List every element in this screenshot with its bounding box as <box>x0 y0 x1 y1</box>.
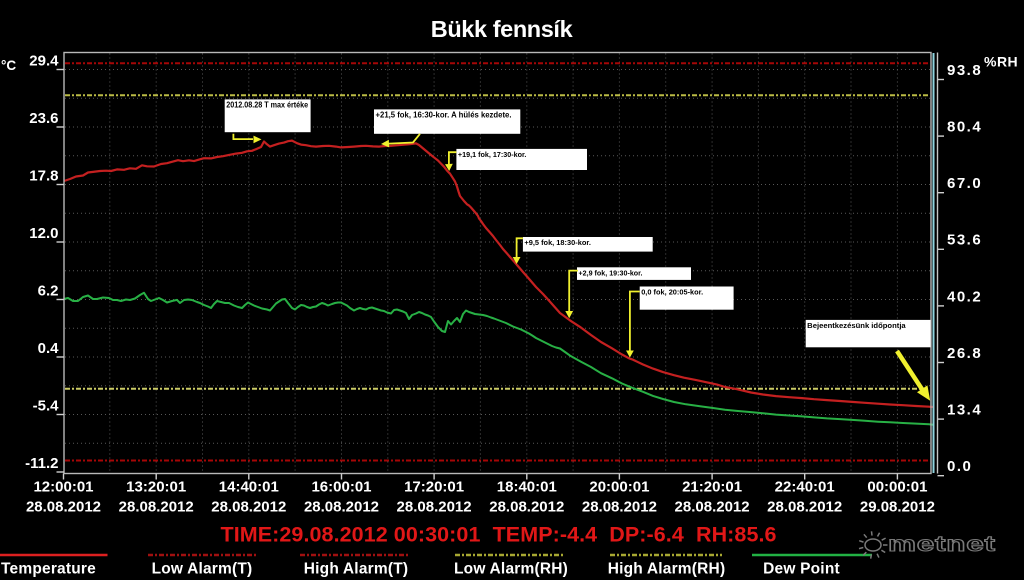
svg-text:Low Alarm(T): Low Alarm(T) <box>152 561 253 578</box>
svg-text:53.6: 53.6 <box>947 232 982 249</box>
svg-text:93.8: 93.8 <box>947 62 982 79</box>
svg-text:28.08.2012: 28.08.2012 <box>119 499 194 516</box>
svg-text:28.08.2012: 28.08.2012 <box>26 499 101 516</box>
svg-text:28.08.2012: 28.08.2012 <box>767 499 842 516</box>
svg-text:High Alarm(T): High Alarm(T) <box>304 561 409 578</box>
svg-text:+9,5 fok, 18:30-kor.: +9,5 fok, 18:30-kor. <box>524 238 591 247</box>
svg-text:-5.4: -5.4 <box>33 398 60 415</box>
svg-text:0,0 fok, 20:05-kor.: 0,0 fok, 20:05-kor. <box>641 288 703 297</box>
svg-text:18:40:01: 18:40:01 <box>497 479 557 496</box>
svg-text:21:20:01: 21:20:01 <box>682 479 742 496</box>
svg-text:0.4: 0.4 <box>38 340 60 357</box>
svg-text:22:40:01: 22:40:01 <box>775 479 835 496</box>
svg-text:80.4: 80.4 <box>947 119 982 136</box>
svg-text:0.0: 0.0 <box>947 458 972 475</box>
svg-text:%RH: %RH <box>984 54 1018 70</box>
svg-text:6.2: 6.2 <box>38 283 59 300</box>
svg-text:-11.2: -11.2 <box>25 455 58 472</box>
svg-text:Bejeentkezésünk időpontja: Bejeentkezésünk időpontja <box>807 321 906 330</box>
svg-text:23.6: 23.6 <box>29 110 58 127</box>
svg-text:13:20:01: 13:20:01 <box>126 479 186 496</box>
svg-text:High Alarm(RH): High Alarm(RH) <box>608 561 726 578</box>
svg-text:Low Alarm(RH): Low Alarm(RH) <box>454 561 568 578</box>
svg-text:28.08.2012: 28.08.2012 <box>489 499 564 516</box>
svg-text:°C: °C <box>1 58 16 73</box>
svg-text:28.08.2012: 28.08.2012 <box>211 499 286 516</box>
svg-text:TIME:29.08.2012 00:30:01 TEMP: TIME:29.08.2012 00:30:01 TEMP:-4.4 DP:-6… <box>221 523 777 547</box>
svg-text:Temperature: Temperature <box>1 561 96 578</box>
svg-text:Bükk fennsík: Bükk fennsík <box>431 16 574 42</box>
svg-text:40.2: 40.2 <box>947 288 982 305</box>
svg-text:00:00:01: 00:00:01 <box>867 479 927 496</box>
svg-text:67.0: 67.0 <box>947 175 982 192</box>
svg-text:13.4: 13.4 <box>947 402 982 419</box>
svg-text:28.08.2012: 28.08.2012 <box>397 499 472 516</box>
svg-text:Dew Point: Dew Point <box>763 561 840 578</box>
svg-text:29.4: 29.4 <box>29 53 59 70</box>
svg-text:14:40:01: 14:40:01 <box>219 479 279 496</box>
svg-text:2012.08.28 T max értéke: 2012.08.28 T max értéke <box>226 99 308 109</box>
svg-text:+21,5 fok, 16:30-kor. A hülés: +21,5 fok, 16:30-kor. A hülés kezdete. <box>376 109 512 119</box>
svg-text:16:00:01: 16:00:01 <box>311 479 371 496</box>
svg-text:29.08.2012: 29.08.2012 <box>860 499 935 516</box>
svg-text:12.0: 12.0 <box>29 225 58 242</box>
svg-text:+19,1 fok, 17:30-kor.: +19,1 fok, 17:30-kor. <box>458 150 527 159</box>
svg-text:17.8: 17.8 <box>29 168 58 185</box>
svg-text:12:00:01: 12:00:01 <box>33 479 93 496</box>
svg-text:metnet: metnet <box>888 532 996 556</box>
svg-text:28.08.2012: 28.08.2012 <box>304 499 379 516</box>
svg-text:+2,9 fok, 19:30-kor.: +2,9 fok, 19:30-kor. <box>579 268 643 277</box>
svg-text:26.8: 26.8 <box>947 345 982 362</box>
svg-text:28.08.2012: 28.08.2012 <box>675 499 750 516</box>
svg-text:28.08.2012: 28.08.2012 <box>582 499 657 516</box>
svg-text:20:00:01: 20:00:01 <box>589 479 649 496</box>
svg-text:17:20:01: 17:20:01 <box>404 479 464 496</box>
